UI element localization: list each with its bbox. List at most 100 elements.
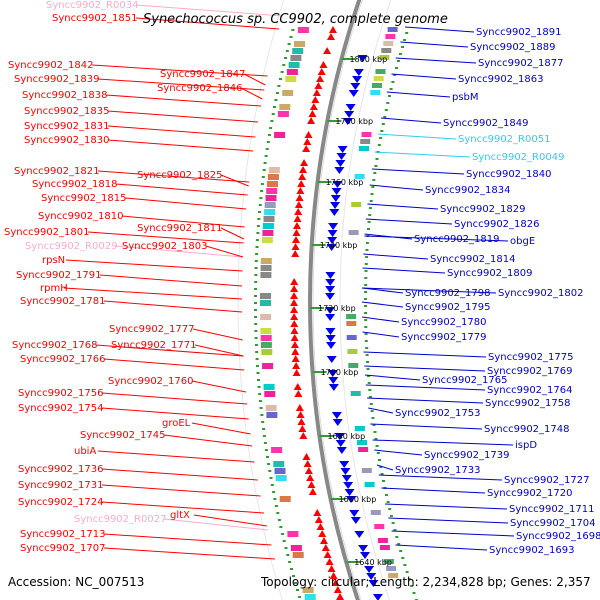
gc-dash: [258, 400, 262, 402]
leader-line: [103, 358, 245, 371]
forward-gene-arrow: [296, 187, 305, 194]
gc-dash: [285, 50, 289, 52]
feature-block: [260, 265, 272, 271]
gc-dash: [403, 39, 407, 41]
kbp-tick-label: 1760 kbp: [326, 178, 364, 187]
leader-line: [192, 328, 243, 341]
feature-block: [372, 83, 382, 88]
gc-dash: [254, 330, 258, 332]
forward-gene-arrow: [291, 250, 300, 257]
leader-line: [91, 64, 268, 77]
gc-dash: [367, 228, 370, 230]
forward-gene-arrow: [323, 47, 332, 54]
gc-dash: [254, 309, 257, 311]
leader-line: [384, 503, 508, 510]
gene-label: Syncc9902_1891: [476, 27, 562, 38]
gc-dash: [387, 95, 391, 97]
gc-dash: [254, 344, 258, 346]
reverse-gene-arrow: [337, 146, 348, 153]
gc-dash: [286, 554, 290, 556]
feature-block: [260, 293, 271, 299]
leader-line: [163, 434, 253, 447]
forward-gene-arrow: [313, 509, 322, 516]
reverse-gene-arrow: [325, 328, 336, 335]
kbp-tick-label: 1800 kbp: [350, 55, 388, 64]
forward-gene-arrow: [326, 33, 335, 40]
reverse-gene-arrow: [346, 496, 357, 503]
reverse-gene-arrow: [331, 188, 342, 195]
gc-dash: [369, 396, 372, 398]
gc-dash: [405, 32, 409, 34]
leader-line: [362, 287, 497, 294]
gc-dash: [395, 67, 398, 69]
feature-block: [361, 132, 372, 137]
leader-line: [362, 267, 446, 274]
gc-dash: [407, 578, 411, 580]
label-leaders: [63, 4, 515, 560]
gc-dash: [365, 249, 369, 251]
gc-dash: [372, 424, 376, 426]
forward-gene-arrow: [321, 544, 330, 551]
feature-block: [302, 587, 314, 593]
gc-dash: [260, 183, 264, 185]
leader-line: [371, 168, 465, 175]
gc-dash: [264, 449, 268, 451]
feature-block: [290, 545, 302, 551]
reverse-gene-arrow: [353, 69, 364, 76]
gc-dash: [398, 53, 402, 55]
feature-block: [346, 321, 357, 326]
leader-line: [107, 139, 254, 152]
gc-dash: [255, 351, 259, 353]
gc-dash: [376, 452, 380, 454]
gc-dash: [393, 74, 397, 76]
feature-block: [279, 496, 291, 502]
feature-block: [381, 48, 392, 53]
leader-line: [114, 245, 244, 258]
leader-line: [191, 422, 251, 435]
gc-dash: [256, 232, 260, 234]
gene-label: Syncc9902_1711: [509, 504, 595, 515]
genome-backbone: [308, 0, 362, 600]
backbone-highlight: [312, 0, 363, 600]
feature-block: [260, 335, 272, 341]
gc-dash: [391, 522, 395, 524]
gene-label: Syncc9902_1840: [466, 169, 552, 180]
gene-label: Syncc9902_1846: [157, 83, 243, 94]
gc-dash: [296, 589, 299, 591]
reverse-gene-arrow: [350, 517, 361, 524]
gene-label: Syncc9902_R0029: [25, 241, 117, 252]
gene-label: Syncc9902_1727: [504, 475, 590, 486]
feature-block: [262, 363, 274, 369]
leader-line: [362, 316, 400, 323]
leader-line: [377, 133, 457, 140]
gene-label: Syncc9902_1775: [488, 352, 574, 363]
forward-gene-arrow: [298, 425, 307, 432]
gene-label: Syncc9902_1849: [443, 118, 529, 129]
leader-line: [101, 392, 248, 405]
gc-dash: [279, 78, 282, 80]
feature-block: [387, 27, 398, 32]
leader-line: [364, 374, 421, 381]
forward-gene-arrow: [290, 299, 299, 306]
feature-block: [260, 328, 272, 334]
forward-gene-arrow: [329, 572, 338, 579]
leader-line: [135, 17, 280, 30]
genome-title: Synechococcus sp. CC9902, complete genom…: [143, 12, 448, 27]
gc-dash: [274, 505, 278, 507]
gc-dash: [287, 43, 291, 45]
reverse-gene-arrow: [332, 181, 343, 188]
reverse-gene-arrow: [326, 244, 337, 251]
gc-dash: [368, 207, 372, 209]
kbp-tick-label: 1720 kbp: [318, 304, 356, 313]
leader-line: [391, 530, 515, 537]
gene-label: ispD: [515, 440, 537, 451]
gene-label: Syncc9902_1863: [458, 74, 544, 85]
gc-dash: [284, 547, 288, 549]
reverse-gene-arrow: [341, 475, 352, 482]
kbp-tick-label: 1660 kbp: [339, 495, 377, 504]
gc-dash: [262, 435, 266, 437]
forward-gene-arrow: [323, 551, 332, 558]
feature-block: [294, 41, 305, 47]
gene-label: Syncc9902_1760: [108, 376, 194, 387]
gene-label: Syncc9902_1802: [498, 288, 584, 299]
